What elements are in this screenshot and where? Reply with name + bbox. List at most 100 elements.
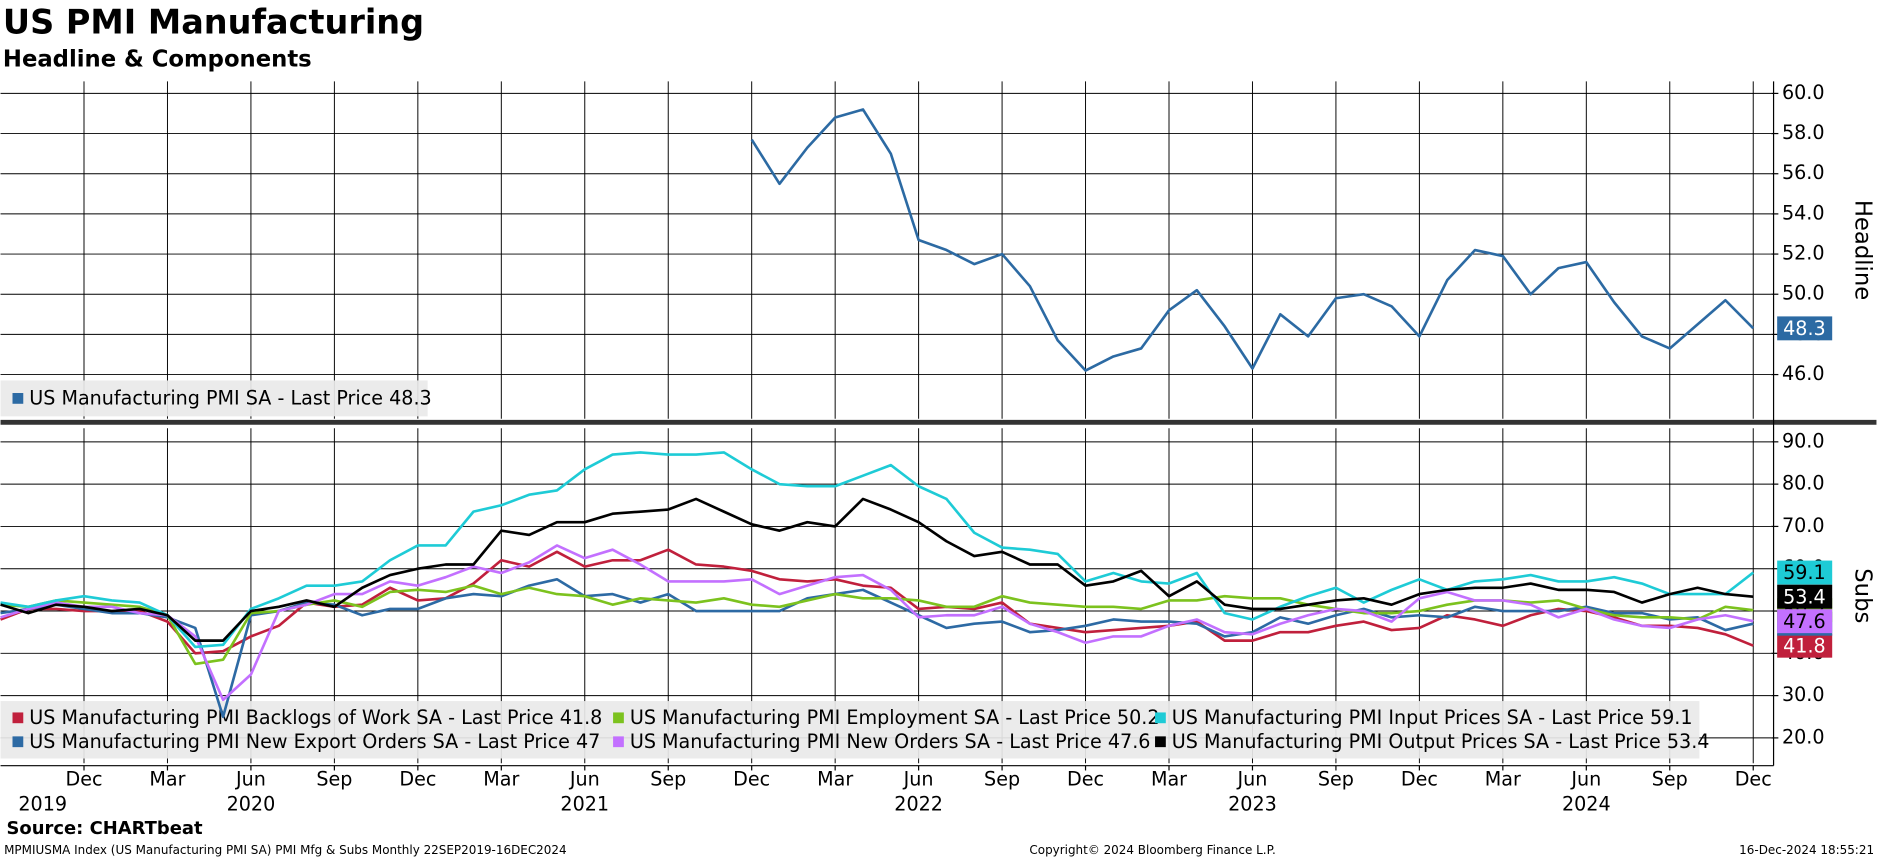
series-line	[0, 451, 1755, 649]
y-tick-label: 80.0	[1782, 472, 1825, 495]
y-tick-label: 50.0	[1782, 282, 1825, 305]
legend-box	[0, 701, 1700, 759]
legend-text: - Last Price	[448, 705, 554, 728]
legend-text: 53.4	[1667, 729, 1710, 752]
legend-swatch	[613, 736, 624, 748]
y-tick-label: 20.0	[1782, 725, 1825, 748]
x-tick-label: Sep	[1652, 768, 1688, 791]
x-year-label: 2021	[560, 793, 609, 816]
legend-entry: US Manufacturing PMI Backlogs of Work SA…	[29, 705, 602, 728]
x-year-label: 2020	[227, 793, 276, 816]
legend-text: - Last Price	[1538, 705, 1644, 728]
legend-swatch	[12, 736, 24, 748]
chart-title: US PMI Manufacturing	[3, 2, 424, 41]
y-tick-label: 30.0	[1782, 683, 1825, 706]
y-axis-title: Subs	[1850, 568, 1876, 623]
y-tick-label: 60.0	[1782, 81, 1825, 104]
copyright: Copyright© 2024 Bloomberg Finance L.P.	[1029, 843, 1275, 857]
y-tick-label: 46.0	[1782, 362, 1825, 385]
last-value-label: 48.3	[1783, 317, 1826, 340]
x-tick-label: Dec	[1067, 768, 1104, 791]
last-value-box	[1777, 584, 1833, 609]
series-line	[0, 548, 1754, 655]
series-line	[0, 497, 1754, 642]
y-tick-label: 58.0	[1782, 121, 1825, 144]
last-value-box	[1777, 560, 1833, 585]
x-tick-label: Sep	[1318, 768, 1354, 791]
legend-entry: US Manufacturing PMI Output Prices SA - …	[1172, 729, 1710, 752]
series-line	[0, 544, 1754, 702]
x-tick-label: Mar	[1151, 768, 1187, 791]
x-year-label: 2022	[894, 793, 943, 816]
x-year-label: 2024	[1562, 793, 1611, 816]
last-value-label: 53.4	[1783, 585, 1826, 608]
legend-text: - Last Price	[996, 729, 1102, 752]
legend-swatch	[613, 712, 624, 724]
legend-text: 41.8	[560, 705, 603, 728]
x-tick-label: Mar	[483, 768, 519, 791]
legend-text: - Last Price	[277, 386, 383, 409]
legend-text: - Last Price	[1005, 705, 1111, 728]
legend-text: 47.6	[1108, 729, 1151, 752]
legend-entry: US Manufacturing PMI Input Prices SA - L…	[1172, 705, 1693, 728]
x-year-label: 2023	[1228, 793, 1277, 816]
legend-text: US Manufacturing PMI New Export Orders S…	[29, 729, 458, 752]
x-year-label: 2019	[18, 793, 67, 816]
legend-swatch	[1155, 712, 1166, 724]
source: Source: CHARTbeat	[7, 818, 203, 839]
legend-entry: US Manufacturing PMI Employment SA - Las…	[630, 705, 1160, 728]
last-value-label: 59.1	[1783, 561, 1826, 584]
last-value-label: 47.6	[1783, 610, 1826, 633]
x-tick-label: Dec	[65, 768, 102, 791]
x-tick-label: Sep	[984, 768, 1020, 791]
last-value-box	[1777, 609, 1833, 634]
x-tick-label: Jun	[1237, 768, 1268, 791]
series-line	[750, 108, 1755, 372]
legend-box	[0, 380, 428, 417]
x-tick-label: Mar	[1485, 768, 1521, 791]
legend-text: US Manufacturing PMI SA	[29, 386, 271, 409]
y-axis-title: Headline	[1850, 200, 1876, 300]
legend-text: 47	[576, 729, 600, 752]
y-tick-label: 52.0	[1782, 242, 1825, 265]
legend-text: 59.1	[1650, 705, 1693, 728]
legend-text: - Last Price	[1555, 729, 1661, 752]
x-tick-label: Sep	[316, 768, 352, 791]
legend-swatch	[1155, 736, 1166, 748]
legend-text: US Manufacturing PMI New Orders SA	[630, 729, 990, 752]
legend-text: US Manufacturing PMI Employment SA	[630, 705, 999, 728]
x-tick-label: Sep	[650, 768, 686, 791]
x-tick-label: Dec	[733, 768, 770, 791]
legend-text: US Manufacturing PMI Backlogs of Work SA	[29, 705, 442, 728]
x-tick-label: Mar	[817, 768, 853, 791]
x-tick-label: Jun	[235, 768, 266, 791]
x-tick-label: Dec	[399, 768, 436, 791]
legend-entry: US Manufacturing PMI New Orders SA - Las…	[630, 729, 1151, 752]
last-value-box	[1777, 316, 1833, 341]
legend-swatch	[12, 393, 24, 404]
legend-text: 48.3	[389, 386, 432, 409]
y-tick-label: 54.0	[1782, 201, 1825, 224]
ticker-info: MPMIUSMA Index (US Manufacturing PMI SA)…	[4, 843, 566, 857]
legend-swatch	[12, 712, 24, 724]
y-tick-label: 90.0	[1782, 429, 1825, 452]
x-tick-label: Jun	[903, 768, 934, 791]
last-value-label: 41.8	[1783, 634, 1826, 657]
last-value-box	[1777, 633, 1833, 658]
legend-entry: US Manufacturing PMI SA - Last Price 48.…	[29, 386, 431, 409]
legend-entry: US Manufacturing PMI New Export Orders S…	[29, 729, 600, 752]
legend-text: US Manufacturing PMI Output Prices SA	[1172, 729, 1549, 752]
timestamp: 16-Dec-2024 18:55:21	[1739, 843, 1874, 857]
y-tick-label: 56.0	[1782, 161, 1825, 184]
chart-subtitle: Headline & Components	[3, 46, 312, 72]
x-tick-label: Mar	[149, 768, 185, 791]
legend-text: US Manufacturing PMI Input Prices SA	[1172, 705, 1532, 728]
y-tick-label: 70.0	[1782, 514, 1825, 537]
x-tick-label: Dec	[1735, 768, 1772, 791]
x-tick-label: Jun	[1570, 768, 1601, 791]
legend-text: 50.2	[1117, 705, 1160, 728]
x-tick-label: Jun	[569, 768, 600, 791]
legend-text: - Last Price	[464, 729, 570, 752]
x-tick-label: Dec	[1401, 768, 1438, 791]
